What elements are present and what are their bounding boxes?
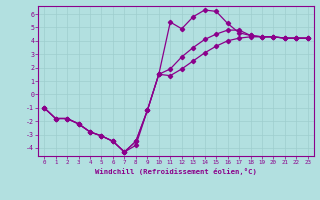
X-axis label: Windchill (Refroidissement éolien,°C): Windchill (Refroidissement éolien,°C): [95, 168, 257, 175]
